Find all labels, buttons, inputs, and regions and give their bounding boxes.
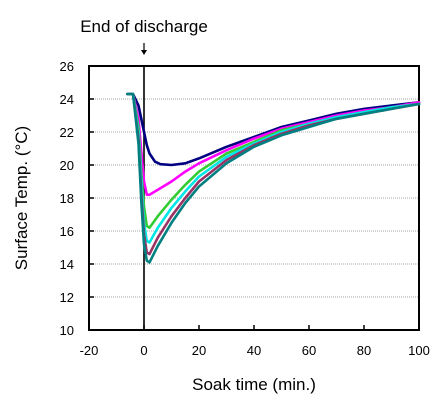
axis-ticks <box>88 65 420 331</box>
series-layer <box>126 92 421 264</box>
x-tick-label: 60 <box>302 343 316 358</box>
x-tick-label: 20 <box>192 343 206 358</box>
tick-labels: 10 12 14 16 18 20 22 24 26 -20 0 20 40 60 80 100 <box>60 59 430 358</box>
y-tick-label: 18 <box>60 191 74 206</box>
down-arrow-icon <box>141 43 147 55</box>
x-tick-label: 40 <box>247 343 261 358</box>
y-tick-label: 14 <box>60 257 74 272</box>
x-tick-label: 80 <box>357 343 371 358</box>
y-tick-label: 12 <box>60 290 74 305</box>
y-tick-label: 22 <box>60 125 74 140</box>
x-tick-label: 100 <box>408 343 430 358</box>
x-tick-label: 0 <box>140 343 147 358</box>
end-of-discharge-label: End of discharge <box>80 17 208 36</box>
series-line-1 <box>126 92 421 167</box>
x-axis-label: Soak time (min.) <box>192 375 316 394</box>
y-tick-label: 20 <box>60 158 74 173</box>
y-tick-label: 10 <box>60 323 74 338</box>
y-tick-label: 24 <box>60 92 74 107</box>
y-tick-label: 26 <box>60 59 74 74</box>
y-tick-label: 16 <box>60 224 74 239</box>
series-line-6 <box>126 92 421 264</box>
x-tick-label: -20 <box>80 343 99 358</box>
y-axis-label: Surface Temp. (°C) <box>12 126 31 270</box>
